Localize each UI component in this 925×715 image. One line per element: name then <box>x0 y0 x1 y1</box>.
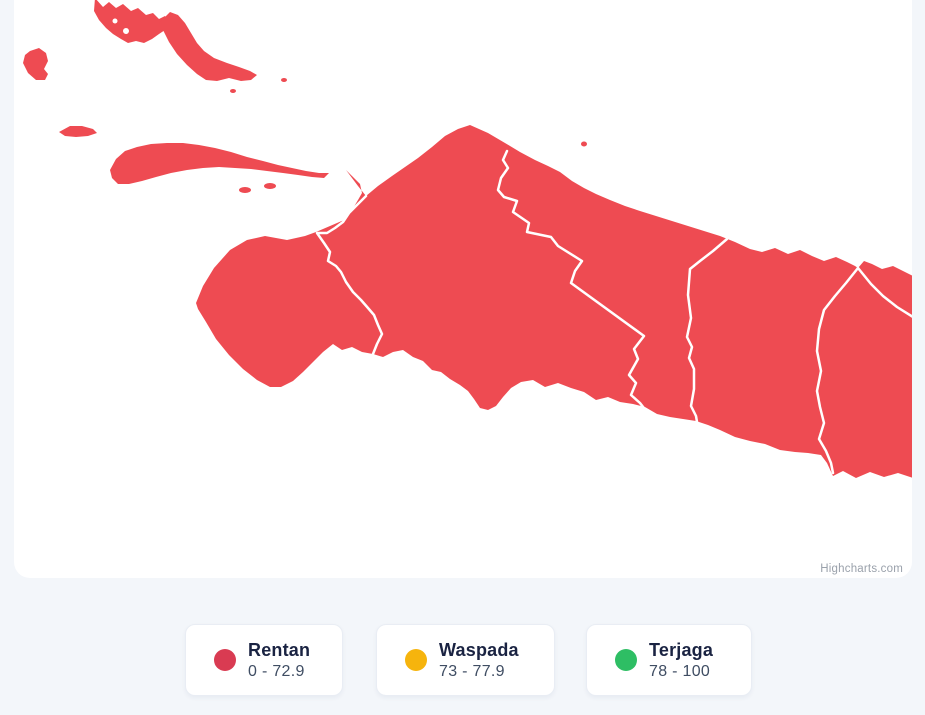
map-islet[interactable] <box>264 183 276 189</box>
choropleth-map <box>23 0 912 478</box>
map-province-borders <box>315 149 912 475</box>
map-region-island-north-large[interactable] <box>159 12 257 81</box>
map-island-bays <box>112 18 129 34</box>
legend-range: 73 - 77.9 <box>439 662 505 680</box>
legend-label: Rentan <box>248 639 311 660</box>
legend-dot-waspada <box>405 649 427 671</box>
map-region-island-nw-archipelago[interactable] <box>94 0 169 43</box>
legend-card-terjaga: Terjaga 78 - 100 <box>586 624 752 696</box>
legend-range: 78 - 100 <box>649 662 711 680</box>
map-panel: Highcharts.com <box>14 0 912 578</box>
legend-label: Terjaga <box>649 639 714 660</box>
map-region-island-small-sliver[interactable] <box>59 126 97 137</box>
highcharts-credit-link[interactable]: Highcharts.com <box>820 563 903 575</box>
legend: Rentan 0 - 72.9 Waspada 73 - 77.9 Terjag… <box>0 624 925 696</box>
legend-range: 0 - 72.9 <box>248 662 305 680</box>
map-islet[interactable] <box>281 78 287 82</box>
map-islet[interactable] <box>239 187 251 193</box>
legend-card-rentan: Rentan 0 - 72.9 <box>185 624 343 696</box>
legend-label: Waspada <box>439 639 519 660</box>
map-islet[interactable] <box>581 141 587 147</box>
legend-card-waspada: Waspada 73 - 77.9 <box>376 624 555 696</box>
legend-dot-terjaga <box>615 649 637 671</box>
legend-dot-rentan <box>214 649 236 671</box>
map-region-island-long-thin[interactable] <box>110 143 329 184</box>
map-islet[interactable] <box>230 89 236 93</box>
map-region-mainland[interactable] <box>196 125 912 478</box>
map-regions[interactable] <box>23 0 912 478</box>
map-region-island-west-mitten[interactable] <box>23 48 48 80</box>
